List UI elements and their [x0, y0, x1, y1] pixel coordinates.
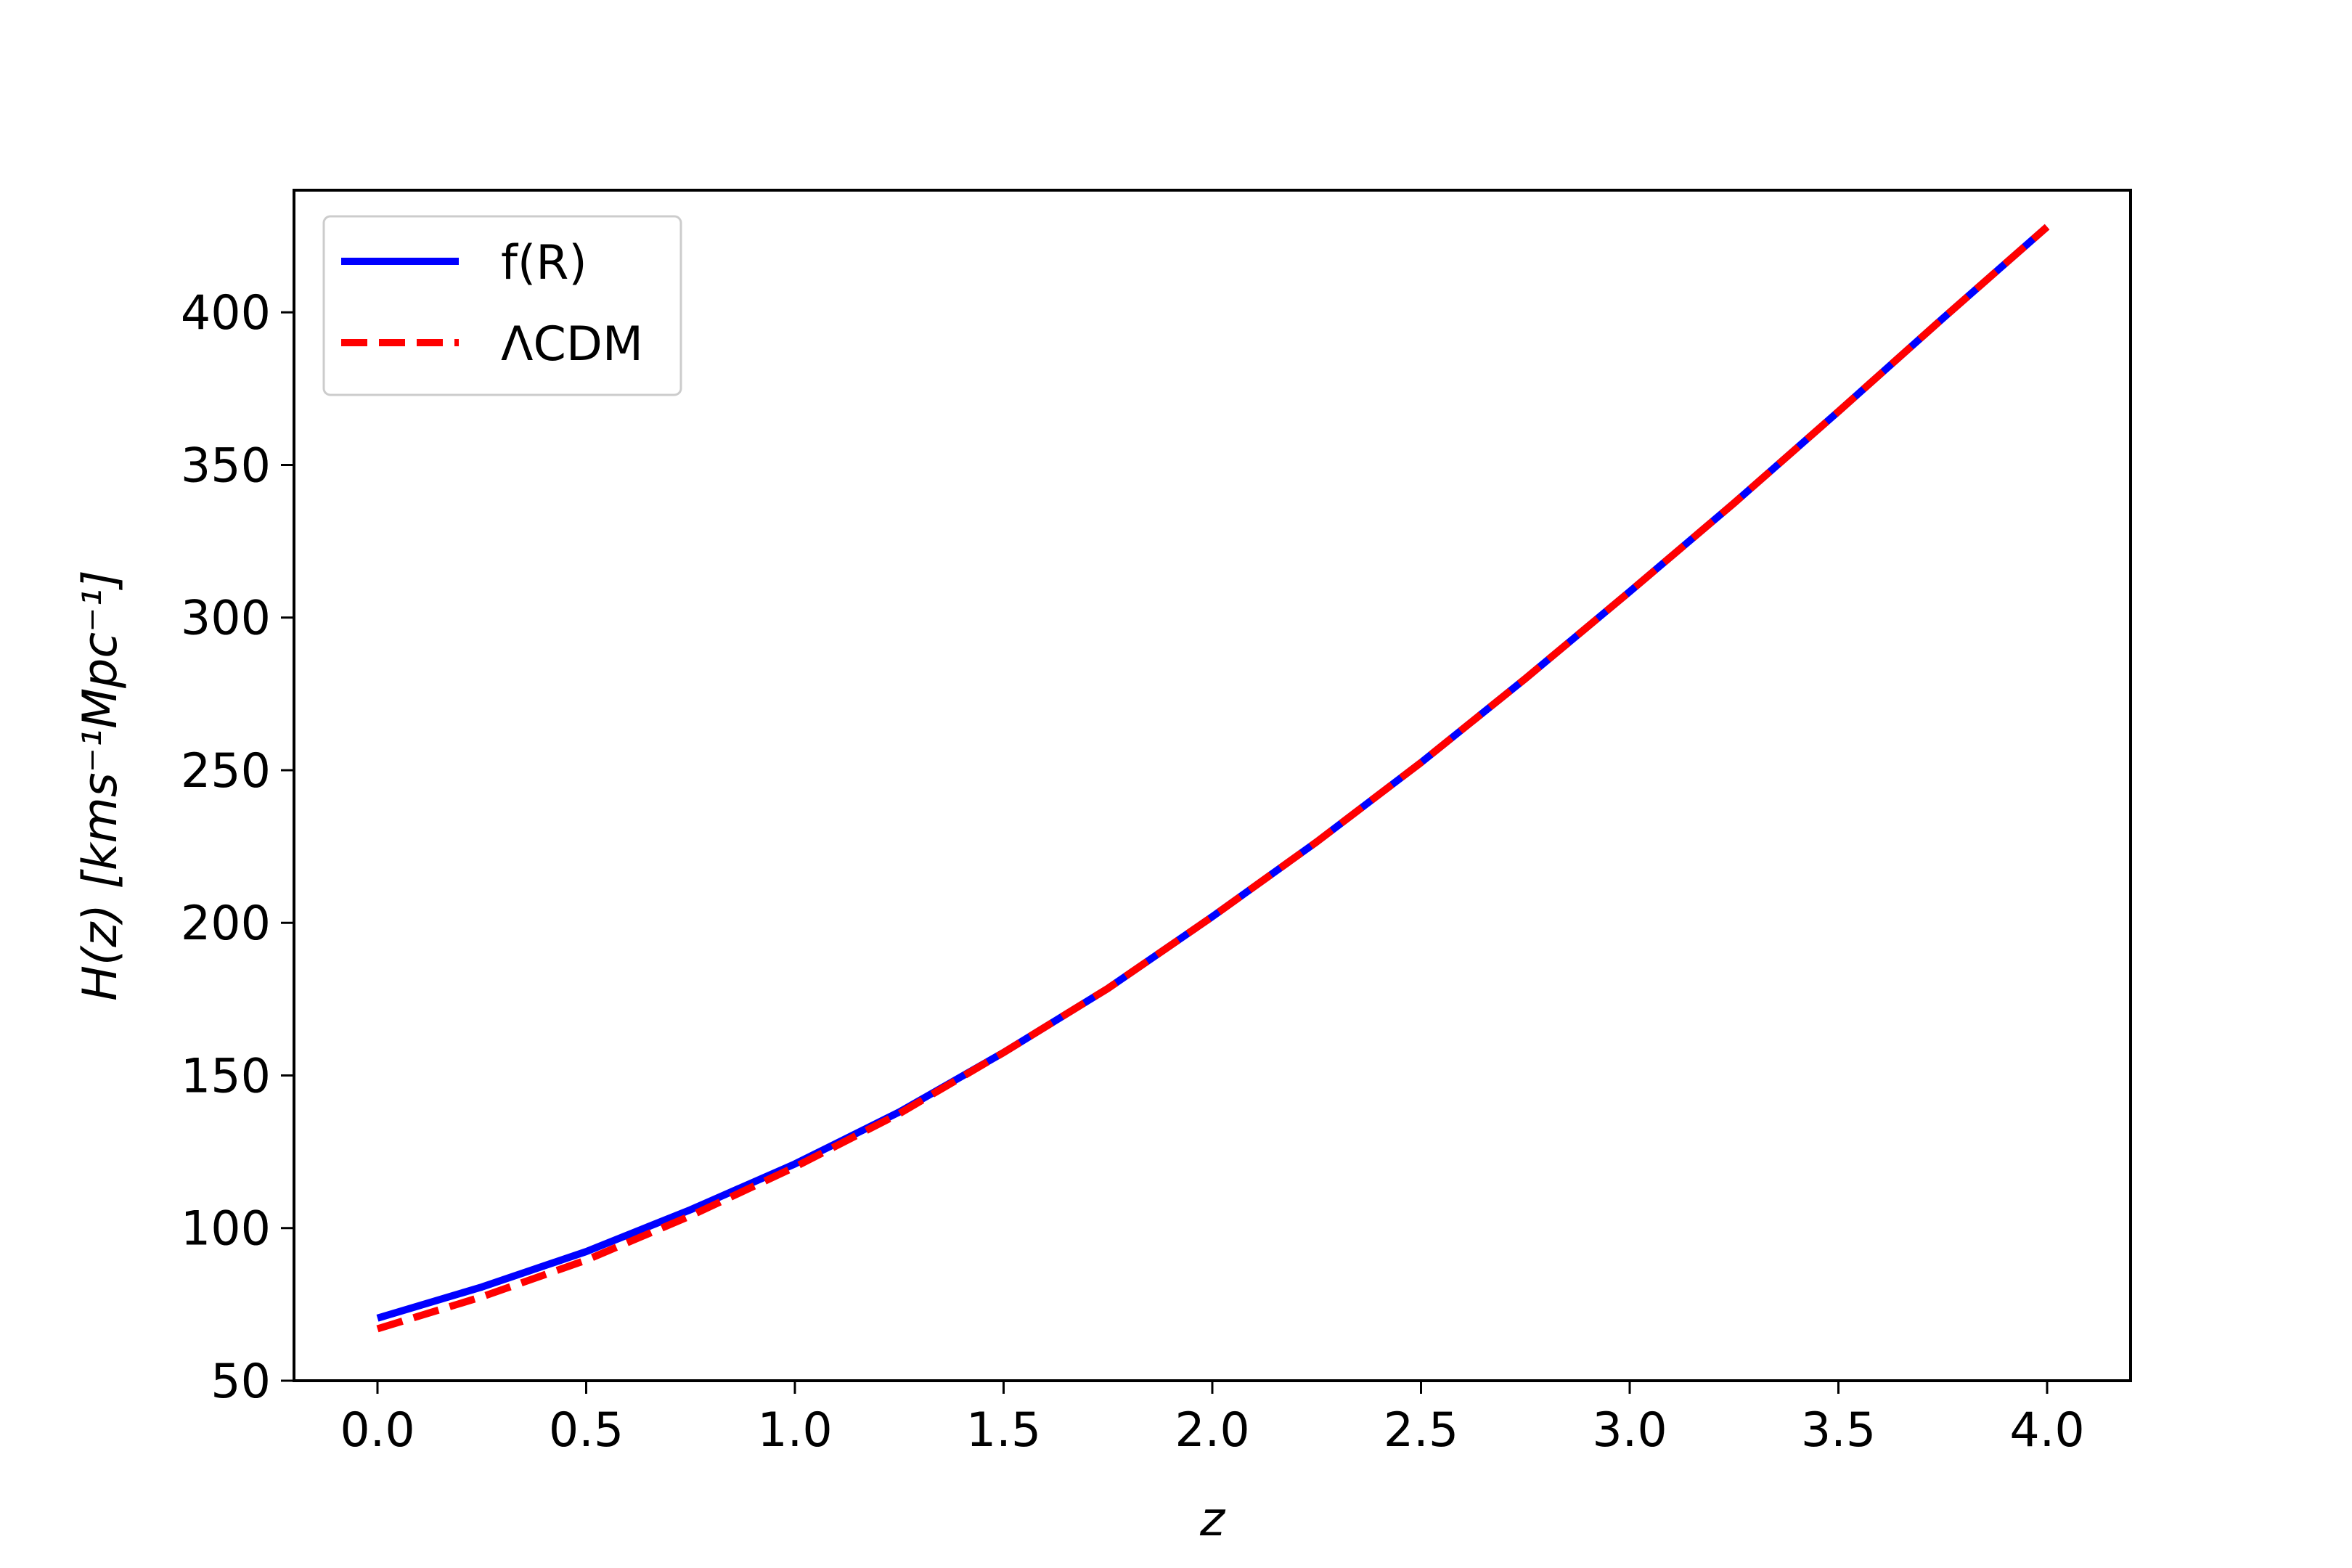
y-tick-label: 350	[181, 438, 271, 493]
x-tick-label: 0.0	[340, 1403, 415, 1458]
x-axis-label: z	[1199, 1493, 1226, 1547]
legend: f(R) ΛCDM	[322, 215, 682, 396]
y-tick-label: 150	[181, 1049, 271, 1103]
series-line-lcdm	[376, 224, 2050, 1333]
x-tick-label: 1.0	[757, 1403, 832, 1458]
y-tick-label: 400	[181, 286, 271, 340]
x-axis-ticks: 0.0 0.5 1.0 1.5 2.0 2.5 3.0 3.5 4.0	[340, 1381, 2085, 1458]
x-tick-label: 2.5	[1384, 1403, 1458, 1458]
x-tick-label: 3.5	[1801, 1403, 1876, 1458]
y-tick-label: 200	[181, 897, 271, 951]
y-tick-label: 300	[181, 592, 271, 646]
y-tick-label: 100	[181, 1202, 271, 1257]
plot-lines	[376, 224, 2050, 1333]
x-tick-label: 2.0	[1175, 1403, 1249, 1458]
legend-label-lcdm: ΛCDM	[501, 317, 643, 372]
x-tick-label: 0.5	[549, 1403, 624, 1458]
y-axis-label: H(z) [kms⁻¹Mpc⁻¹]	[73, 570, 128, 1001]
y-tick-label: 50	[211, 1355, 271, 1409]
x-tick-label: 3.0	[1592, 1403, 1667, 1458]
legend-label-fr: f(R)	[501, 236, 587, 290]
y-axis-ticks: 50 100 150 200 250 300 350 400	[181, 286, 294, 1409]
x-tick-label: 4.0	[2009, 1403, 2084, 1458]
x-tick-label: 1.5	[966, 1403, 1041, 1458]
y-tick-label: 250	[181, 744, 271, 799]
